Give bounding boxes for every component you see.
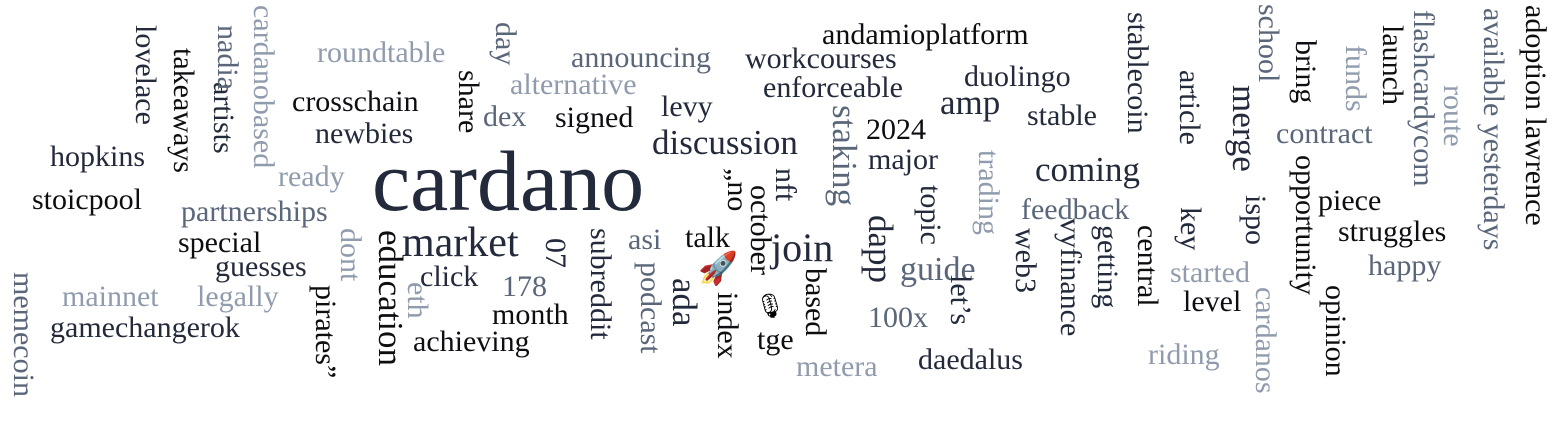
word-happy: happy — [1368, 249, 1442, 282]
word-day: day — [489, 22, 522, 66]
word-2024: 2024 — [866, 113, 926, 146]
word-memecoin: memecoin — [7, 272, 40, 397]
word-level: level — [1183, 285, 1242, 318]
word-opportunity: opportunity — [1289, 155, 1322, 295]
word-cardanobased: cardanobased — [247, 5, 280, 169]
word-stable: stable — [1027, 99, 1097, 132]
word-click: click — [420, 260, 479, 293]
word-tge: tge — [757, 323, 794, 356]
word-lovelace: lovelace — [129, 25, 162, 125]
word-lets: let’s — [944, 275, 977, 325]
word-07: 07 — [539, 238, 572, 268]
word-stablecoin: stablecoin — [1121, 12, 1154, 134]
word-duolingo: duolingo — [964, 60, 1071, 93]
word-topic: topic — [914, 185, 947, 245]
word-central: central — [1131, 225, 1164, 307]
microphone-icon: 🎙 — [755, 292, 786, 320]
word-share: share — [452, 70, 485, 134]
word-announcing: announcing — [571, 41, 711, 74]
word-eth: eth — [401, 282, 434, 319]
word-guesses: guesses — [215, 250, 307, 283]
word-stoicpool: stoicpool — [32, 183, 142, 216]
word-ada: ada — [665, 278, 704, 327]
word-178: 178 — [502, 270, 547, 303]
word-opinion: opinion — [1319, 285, 1352, 377]
word-legally: legally — [197, 280, 279, 313]
word-dont: dont — [334, 228, 367, 282]
word-article: article — [1173, 70, 1206, 145]
word-hopkins: hopkins — [50, 140, 146, 173]
word-100x: 100x — [868, 301, 928, 334]
word-podcast: podcast — [634, 262, 667, 354]
word-route: route — [1437, 85, 1470, 147]
word-special: special — [178, 226, 262, 259]
word-index: index — [711, 292, 744, 359]
word-andamioplatform: andamioplatform — [822, 18, 1029, 51]
word-takeaways: takeaways — [167, 48, 200, 173]
word-cardanos: cardanos — [1249, 287, 1282, 394]
word-guide: guide — [900, 251, 976, 288]
word-trading: trading — [972, 150, 1005, 235]
word-flashcardycom: flashcardycom — [1407, 10, 1440, 187]
word-dex: dex — [483, 100, 527, 133]
word-workcourses: workcourses — [745, 42, 897, 75]
word-partnerships: partnerships — [181, 195, 328, 228]
word-struggles: struggles — [1338, 215, 1447, 248]
word-school: school — [1252, 4, 1285, 83]
word-launch: launch — [1376, 25, 1409, 105]
word-month: month — [492, 298, 569, 331]
word-talk: talk — [685, 221, 730, 254]
word-pirates: pirates” — [309, 285, 342, 379]
word-join: join — [771, 225, 834, 270]
word-piece: piece — [1318, 184, 1382, 217]
word-funds: funds — [1339, 45, 1372, 112]
word-getting: getting — [1091, 225, 1124, 309]
word-alternative: alternative — [510, 68, 637, 101]
word-based: based — [799, 268, 832, 337]
word-adoption-lawrence: adoption lawrence — [1519, 5, 1552, 226]
word-enforceable: enforceable — [763, 71, 903, 104]
word-riding: riding — [1148, 338, 1220, 371]
word-feedback: feedback — [1021, 193, 1130, 226]
word-nadia: nadia — [211, 25, 244, 90]
word-artists: artists — [207, 82, 240, 154]
word-daedalus: daedalus — [918, 343, 1023, 376]
word-dapp: dapp — [861, 215, 900, 284]
word-vyfinance: vyfinance — [1054, 218, 1087, 337]
word-signed: signed — [555, 101, 634, 134]
word-subreddit: subreddit — [584, 228, 617, 340]
word-ispo: ispo — [1239, 195, 1272, 246]
word-cardano: cardano — [372, 133, 645, 229]
word-web3: web3 — [1009, 228, 1042, 293]
word-staking: staking — [825, 105, 864, 207]
word-no: „no — [721, 168, 754, 212]
word-asi: asi — [628, 223, 662, 256]
word-newbies: newbies — [315, 117, 414, 150]
word-major: major — [868, 143, 938, 176]
word-merge: merge — [1225, 85, 1264, 172]
word-contract: contract — [1276, 117, 1373, 150]
rocket-icon: 🚀 — [698, 249, 738, 287]
word-amp: amp — [940, 83, 1001, 122]
word-market: market — [402, 220, 519, 266]
word-gamechangerok: gamechangerok — [50, 311, 240, 344]
word-coming: coming — [1035, 150, 1140, 189]
word-discussion: discussion — [652, 123, 798, 162]
word-roundtable: roundtable — [317, 36, 446, 69]
word-available-yesterdays: available yesterdays — [1477, 8, 1510, 251]
word-started: started — [1170, 256, 1250, 289]
word-levy: levy — [661, 90, 713, 123]
word-mainnet: mainnet — [62, 280, 159, 313]
word-key: key — [1174, 207, 1207, 251]
word-achieving: achieving — [413, 325, 530, 358]
word-bring: bring — [1289, 40, 1322, 104]
word-metera: metera — [796, 350, 878, 383]
word-crosschain: crosschain — [292, 85, 419, 118]
word-ready: ready — [278, 160, 345, 193]
